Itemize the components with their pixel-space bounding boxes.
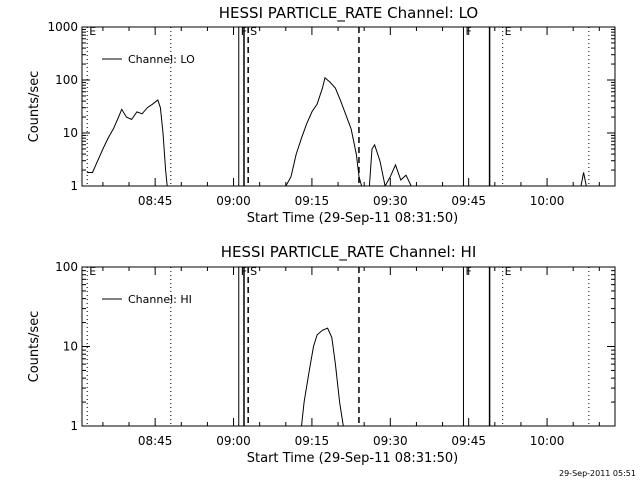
legend-entry: Channel: HI <box>128 293 192 306</box>
x-tick-label: 10:00 <box>530 194 565 208</box>
x-tick-label: 09:45 <box>451 194 486 208</box>
series-line <box>301 327 344 426</box>
x-tick-label: 08:45 <box>138 194 173 208</box>
y-tick-label: 1 <box>70 179 78 193</box>
x-tick-label: 09:30 <box>373 194 408 208</box>
y-tick-label: 10 <box>63 340 78 354</box>
y-tick-label: 1 <box>70 419 78 433</box>
x-tick-label: 09:00 <box>216 434 251 448</box>
footer-timestamp: 29-Sep-2011 05:51 <box>559 469 636 478</box>
event-marker-label: F <box>465 265 471 278</box>
y-axis-label: Counts/sec <box>27 311 42 383</box>
x-tick-label: 09:30 <box>373 434 408 448</box>
event-marker-label: S <box>250 25 257 38</box>
x-tick-label: 09:45 <box>451 434 486 448</box>
chart-title: HESSI PARTICLE_RATE Channel: LO <box>219 4 478 23</box>
x-axis-label: Start Time (29-Sep-11 08:31:50) <box>247 451 458 466</box>
y-axis-label: Counts/sec <box>27 71 42 143</box>
panel-lo: HESSI PARTICLE_RATE Channel: LO Start Tim… <box>27 4 616 226</box>
event-marker-label: E <box>89 25 96 38</box>
event-marker-label: E <box>505 25 512 38</box>
event-marker-label: E <box>89 265 96 278</box>
y-tick-label: 100 <box>55 260 78 274</box>
chart-title: HESSI PARTICLE_RATE Channel: HI <box>221 243 477 262</box>
x-tick-label: 08:45 <box>138 434 173 448</box>
x-tick-label: 09:15 <box>295 434 330 448</box>
event-marker-label: S <box>250 265 257 278</box>
x-tick-label: 10:00 <box>530 434 565 448</box>
x-tick-label: 09:15 <box>295 194 330 208</box>
x-axis-label: Start Time (29-Sep-11 08:31:50) <box>247 211 458 226</box>
legend-entry: Channel: LO <box>128 53 195 66</box>
event-marker-label: F <box>465 25 471 38</box>
y-tick-label: 10 <box>63 126 78 140</box>
y-tick-label: 1000 <box>47 20 78 34</box>
plot-frame <box>81 26 616 187</box>
panel-hi: HESSI PARTICLE_RATE Channel: HI Start Tim… <box>27 243 616 466</box>
series-line <box>87 76 587 186</box>
x-tick-label: 09:00 <box>216 194 251 208</box>
plot-frame <box>81 266 616 427</box>
y-tick-label: 100 <box>55 73 78 87</box>
event-marker-label: E <box>505 265 512 278</box>
